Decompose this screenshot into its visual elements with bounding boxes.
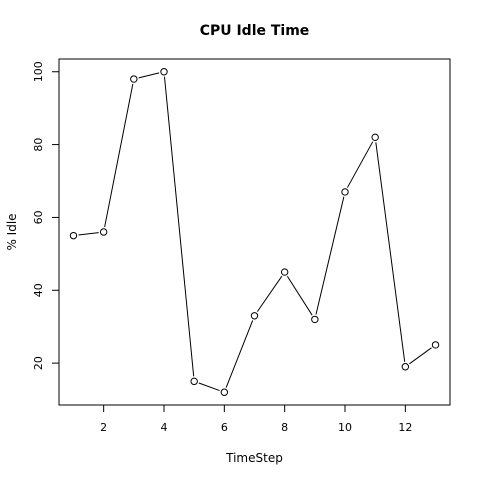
x-tick-label: 2 bbox=[100, 421, 107, 434]
x-tick-label: 10 bbox=[338, 421, 352, 434]
x-tick-label: 12 bbox=[398, 421, 412, 434]
series-line bbox=[78, 73, 431, 391]
data-point bbox=[221, 389, 227, 395]
y-axis-label: % Idle bbox=[5, 213, 19, 250]
y-tick-label: 40 bbox=[32, 283, 45, 297]
data-point bbox=[191, 378, 197, 384]
data-point bbox=[432, 342, 438, 348]
data-point bbox=[131, 76, 137, 82]
data-point bbox=[281, 269, 287, 275]
y-axis: 20 40 60 80 100 bbox=[32, 61, 59, 370]
plot-frame bbox=[59, 59, 450, 405]
data-point bbox=[342, 189, 348, 195]
data-point bbox=[70, 232, 76, 238]
x-tick-label: 6 bbox=[221, 421, 228, 434]
y-tick-label: 80 bbox=[32, 138, 45, 152]
x-axis: 2 4 6 8 10 12 bbox=[100, 405, 412, 434]
data-point bbox=[161, 69, 167, 75]
x-axis-label: TimeStep bbox=[225, 451, 283, 465]
y-tick-label: 20 bbox=[32, 356, 45, 370]
x-tick-label: 8 bbox=[281, 421, 288, 434]
data-point bbox=[251, 313, 257, 319]
data-point bbox=[402, 364, 408, 370]
y-tick-label: 60 bbox=[32, 210, 45, 224]
y-tick-label: 100 bbox=[32, 61, 45, 82]
data-points bbox=[70, 69, 438, 396]
data-point bbox=[372, 134, 378, 140]
x-tick-label: 4 bbox=[160, 421, 167, 434]
data-point bbox=[312, 316, 318, 322]
data-point bbox=[100, 229, 106, 235]
chart-title: CPU Idle Time bbox=[200, 23, 310, 39]
